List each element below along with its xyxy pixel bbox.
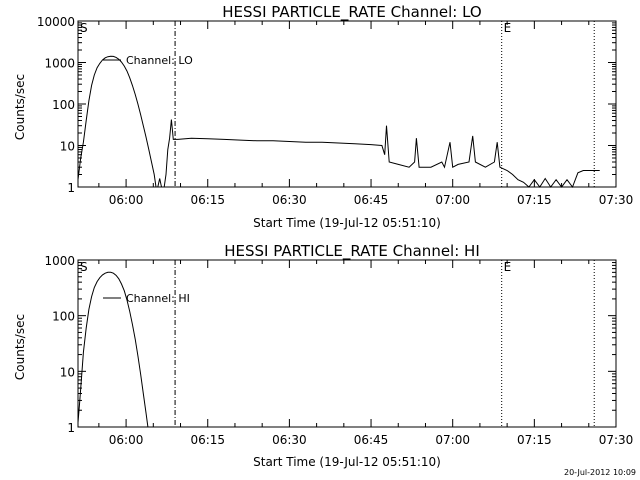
channel-lo-panel: HESSI PARTICLE_RATE Channel: LO Start Ti… (13, 3, 633, 230)
x-tick-label: 06:30 (272, 193, 307, 207)
channel-hi-panel: HESSI PARTICLE_RATE Channel: HI Start Ti… (13, 242, 633, 469)
time-marker-label: S (80, 21, 88, 35)
y-tick-label: 10 (60, 140, 75, 154)
chart-title-hi: HESSI PARTICLE_RATE Channel: HI (224, 242, 480, 261)
x-tick-label: 07:00 (435, 433, 470, 447)
x-tick-label: 07:30 (599, 433, 634, 447)
date-stamp: 20-Jul-2012 10:09 (564, 468, 636, 477)
time-marker-label: E (504, 260, 512, 274)
time-marker-label: S (80, 260, 88, 274)
y-tick-label: 1000 (44, 57, 75, 71)
x-tick-label: 06:30 (272, 433, 307, 447)
x-tick-label: 06:00 (109, 433, 144, 447)
y-axis-label-hi: Counts/sec (13, 314, 27, 380)
y-axis-label-lo: Counts/sec (13, 74, 27, 140)
y-tick-label: 100 (52, 98, 75, 112)
x-axis-label-hi: Start Time (19-Jul-12 05:51:10) (253, 455, 441, 469)
plot-frame (77, 20, 617, 188)
x-tick-label: 06:00 (109, 193, 144, 207)
x-axis-label-lo: Start Time (19-Jul-12 05:51:10) (253, 216, 441, 230)
x-tick-label: 06:15 (190, 433, 225, 447)
x-tick-label: 07:15 (517, 433, 552, 447)
y-tick-label: 10000 (37, 15, 75, 29)
y-tick-label: 1000 (44, 254, 75, 268)
time-marker-label: E (504, 21, 512, 35)
y-tick-label: 1 (67, 421, 75, 435)
y-tick-label: 1 (67, 181, 75, 195)
chart-title-lo: HESSI PARTICLE_RATE Channel: LO (222, 3, 481, 22)
legend-label-lo: Channel: LO (126, 54, 193, 67)
x-tick-label: 07:30 (599, 193, 634, 207)
x-tick-label: 06:15 (190, 193, 225, 207)
y-tick-label: 100 (52, 310, 75, 324)
data-series-line (77, 55, 600, 189)
x-tick-label: 07:00 (435, 193, 470, 207)
x-tick-label: 07:15 (517, 193, 552, 207)
legend-label-hi: Channel: HI (126, 292, 190, 305)
x-tick-label: 06:45 (354, 193, 389, 207)
data-series-line (77, 271, 149, 428)
x-tick-label: 06:45 (354, 433, 389, 447)
y-tick-label: 10 (60, 365, 75, 379)
plot-frame (77, 259, 617, 428)
